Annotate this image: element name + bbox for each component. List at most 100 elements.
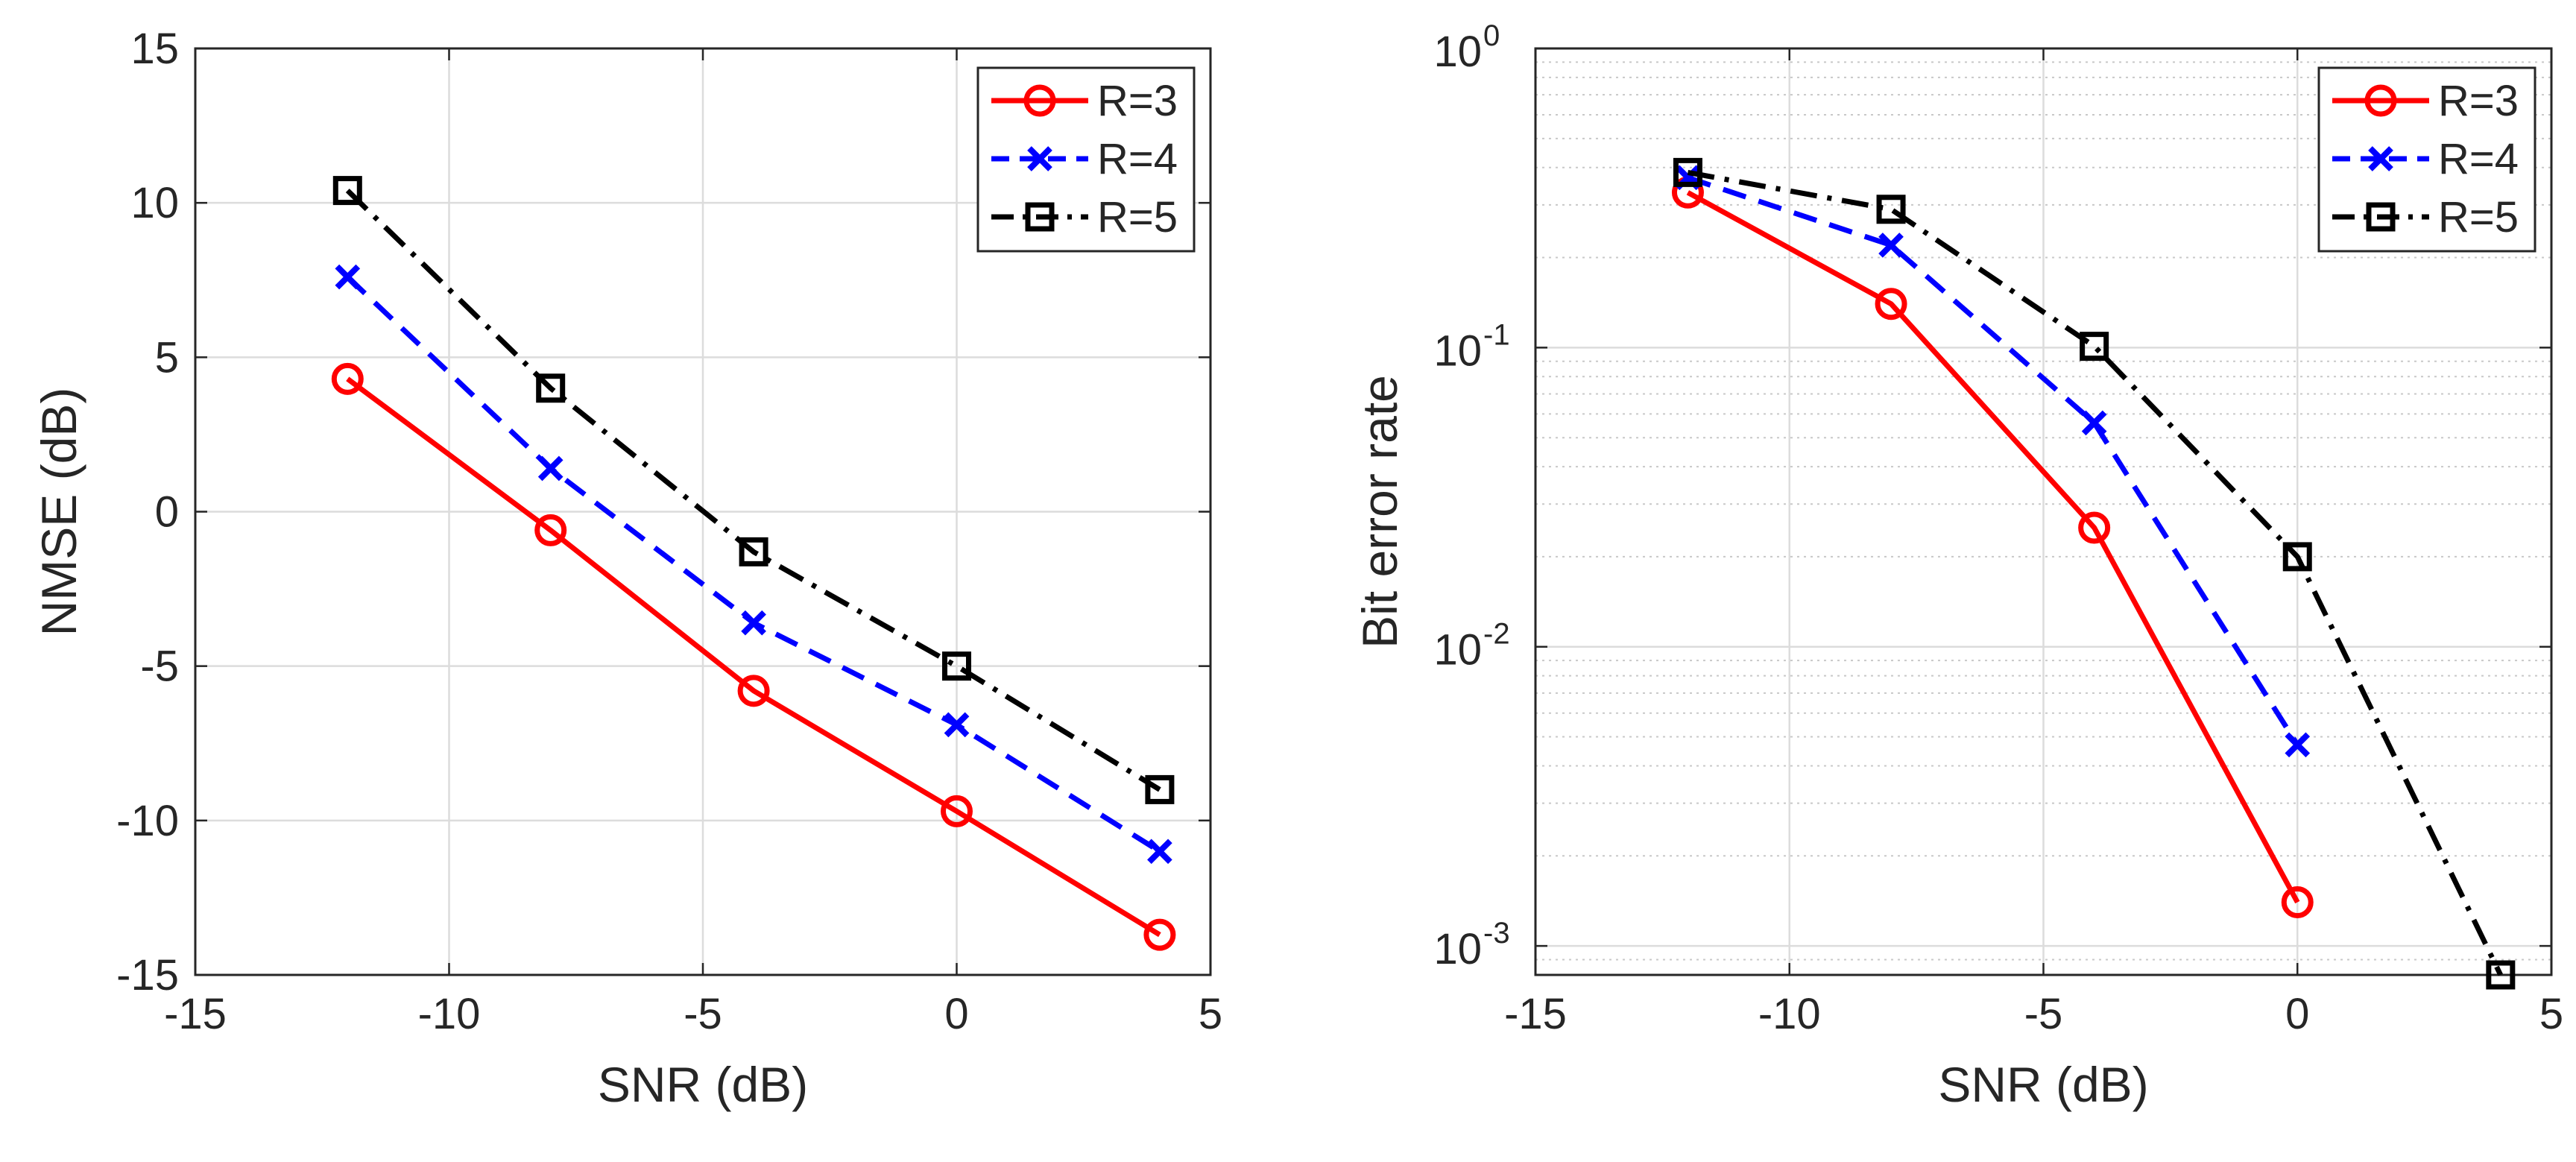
y-tick-label: -15 [116, 951, 179, 1000]
x-axis-label: SNR (dB) [1938, 1057, 2148, 1112]
legend-marker [2368, 146, 2393, 171]
data-point [335, 264, 361, 290]
x-axis-label: SNR (dB) [598, 1057, 808, 1112]
y-tick-label-base: 10 [1433, 28, 1482, 76]
data-point [331, 362, 364, 395]
legend-item: R=3 [991, 77, 1178, 125]
legend-label: R=3 [2438, 77, 2519, 125]
data-point [944, 712, 970, 738]
x-marker-stroke [2081, 410, 2107, 436]
series-line [1687, 174, 2300, 747]
data-point [941, 795, 973, 827]
series-r-4 [1675, 165, 2311, 758]
legend-marker [1023, 84, 1056, 117]
data-point [536, 373, 566, 403]
data-point [2285, 732, 2311, 758]
legend-label: R=3 [1097, 77, 1178, 125]
y-tick-label-base: 10 [1433, 326, 1482, 375]
data-point [1145, 774, 1175, 804]
y-tick-label: -10 [116, 797, 179, 845]
x-tick-label: -5 [2024, 990, 2063, 1038]
series-r-4 [335, 264, 1172, 865]
y-tick-label-exponent: 0 [1483, 19, 1500, 52]
x-marker-stroke [2285, 732, 2311, 758]
x-tick-label: -10 [1758, 990, 1821, 1038]
x-marker-stroke [1147, 839, 1172, 865]
series-line [1687, 169, 2503, 976]
y-tick-label-exponent: -1 [1483, 318, 1510, 351]
y-tick-label: 0 [155, 488, 179, 537]
legend-item: R=4 [2332, 135, 2519, 183]
data-point [332, 176, 362, 206]
legend: R=3 R=4 R=5 [976, 66, 1196, 253]
data-point [1875, 288, 1907, 321]
y-axis-label: Bit error rate [1352, 375, 1407, 648]
legend-label: R=4 [2438, 135, 2519, 183]
data-point [739, 537, 768, 566]
legend-marker [1025, 202, 1055, 232]
y-tick-label-exponent: -2 [1483, 618, 1510, 651]
x-marker-stroke [1027, 146, 1052, 171]
data-point [2486, 960, 2516, 990]
x-marker-stroke [2368, 146, 2393, 171]
data-point [2081, 410, 2107, 436]
x-marker-stroke [335, 264, 361, 290]
legend-label: R=4 [1097, 135, 1178, 183]
series-r-5 [332, 176, 1175, 804]
x-tick-label: 0 [2285, 990, 2309, 1038]
series-r-5 [1673, 157, 2516, 990]
data-point [1673, 157, 1702, 187]
series-r-3 [1671, 176, 2314, 918]
data-point [2080, 332, 2109, 361]
axes-box [1534, 47, 2553, 976]
legend-item: R=3 [2332, 77, 2519, 125]
series-r-3 [331, 362, 1176, 951]
legend-item: R=4 [991, 135, 1178, 183]
data-point [737, 675, 770, 707]
y-axis-label: NMSE (dB) [31, 388, 86, 637]
y-tick-label: 10 -3 [1433, 917, 1509, 973]
data-point [537, 455, 564, 481]
x-tick-label: 5 [1199, 990, 1222, 1038]
x-tick-label: -5 [684, 990, 722, 1038]
series-line [346, 376, 1161, 938]
y-tick-label: 10 -1 [1433, 318, 1509, 375]
y-tick-label: 10 0 [1433, 19, 1500, 76]
data-point [1876, 195, 1906, 224]
legend-marker [1027, 146, 1052, 171]
y-tick-label: 10 [130, 179, 179, 227]
series-line [345, 189, 1161, 792]
data-point [942, 651, 971, 681]
axes-box [194, 47, 1212, 976]
x-tick-label: -15 [1504, 990, 1567, 1038]
legend: R=3 R=4 R=5 [2317, 66, 2536, 253]
x-marker-stroke [741, 610, 766, 636]
legend-item: R=5 [2332, 193, 2519, 241]
legend-label: R=5 [1097, 193, 1178, 241]
x-marker-stroke [1878, 233, 1904, 258]
y-tick-label-base: 10 [1433, 925, 1482, 973]
legend-marker [2364, 84, 2397, 117]
x-marker-stroke [537, 455, 564, 481]
series-line [1686, 190, 2300, 904]
x-tick-label: 0 [944, 990, 968, 1038]
data-point [741, 610, 766, 636]
data-point [1147, 839, 1172, 865]
y-tick-label: 5 [155, 333, 179, 382]
legend-item: R=5 [991, 193, 1178, 241]
x-tick-label: -15 [164, 990, 227, 1038]
data-point [2281, 885, 2314, 918]
y-tick-label-exponent: -3 [1483, 917, 1510, 950]
x-tick-label: -10 [418, 990, 481, 1038]
legend-label: R=5 [2438, 193, 2519, 241]
legend-marker [2366, 202, 2396, 232]
data-point [2078, 511, 2111, 544]
data-point [1143, 918, 1176, 951]
y-tick-label: -5 [140, 642, 179, 691]
data-point [1878, 233, 1904, 258]
data-point [2282, 542, 2312, 572]
nmse-chart-panel: -15 -10 -5 0 5 -15 -10 -5 0 5 10 15 SNR (dB) NMSE (dB… [31, 25, 1222, 1112]
y-tick-label: 15 [130, 25, 179, 73]
